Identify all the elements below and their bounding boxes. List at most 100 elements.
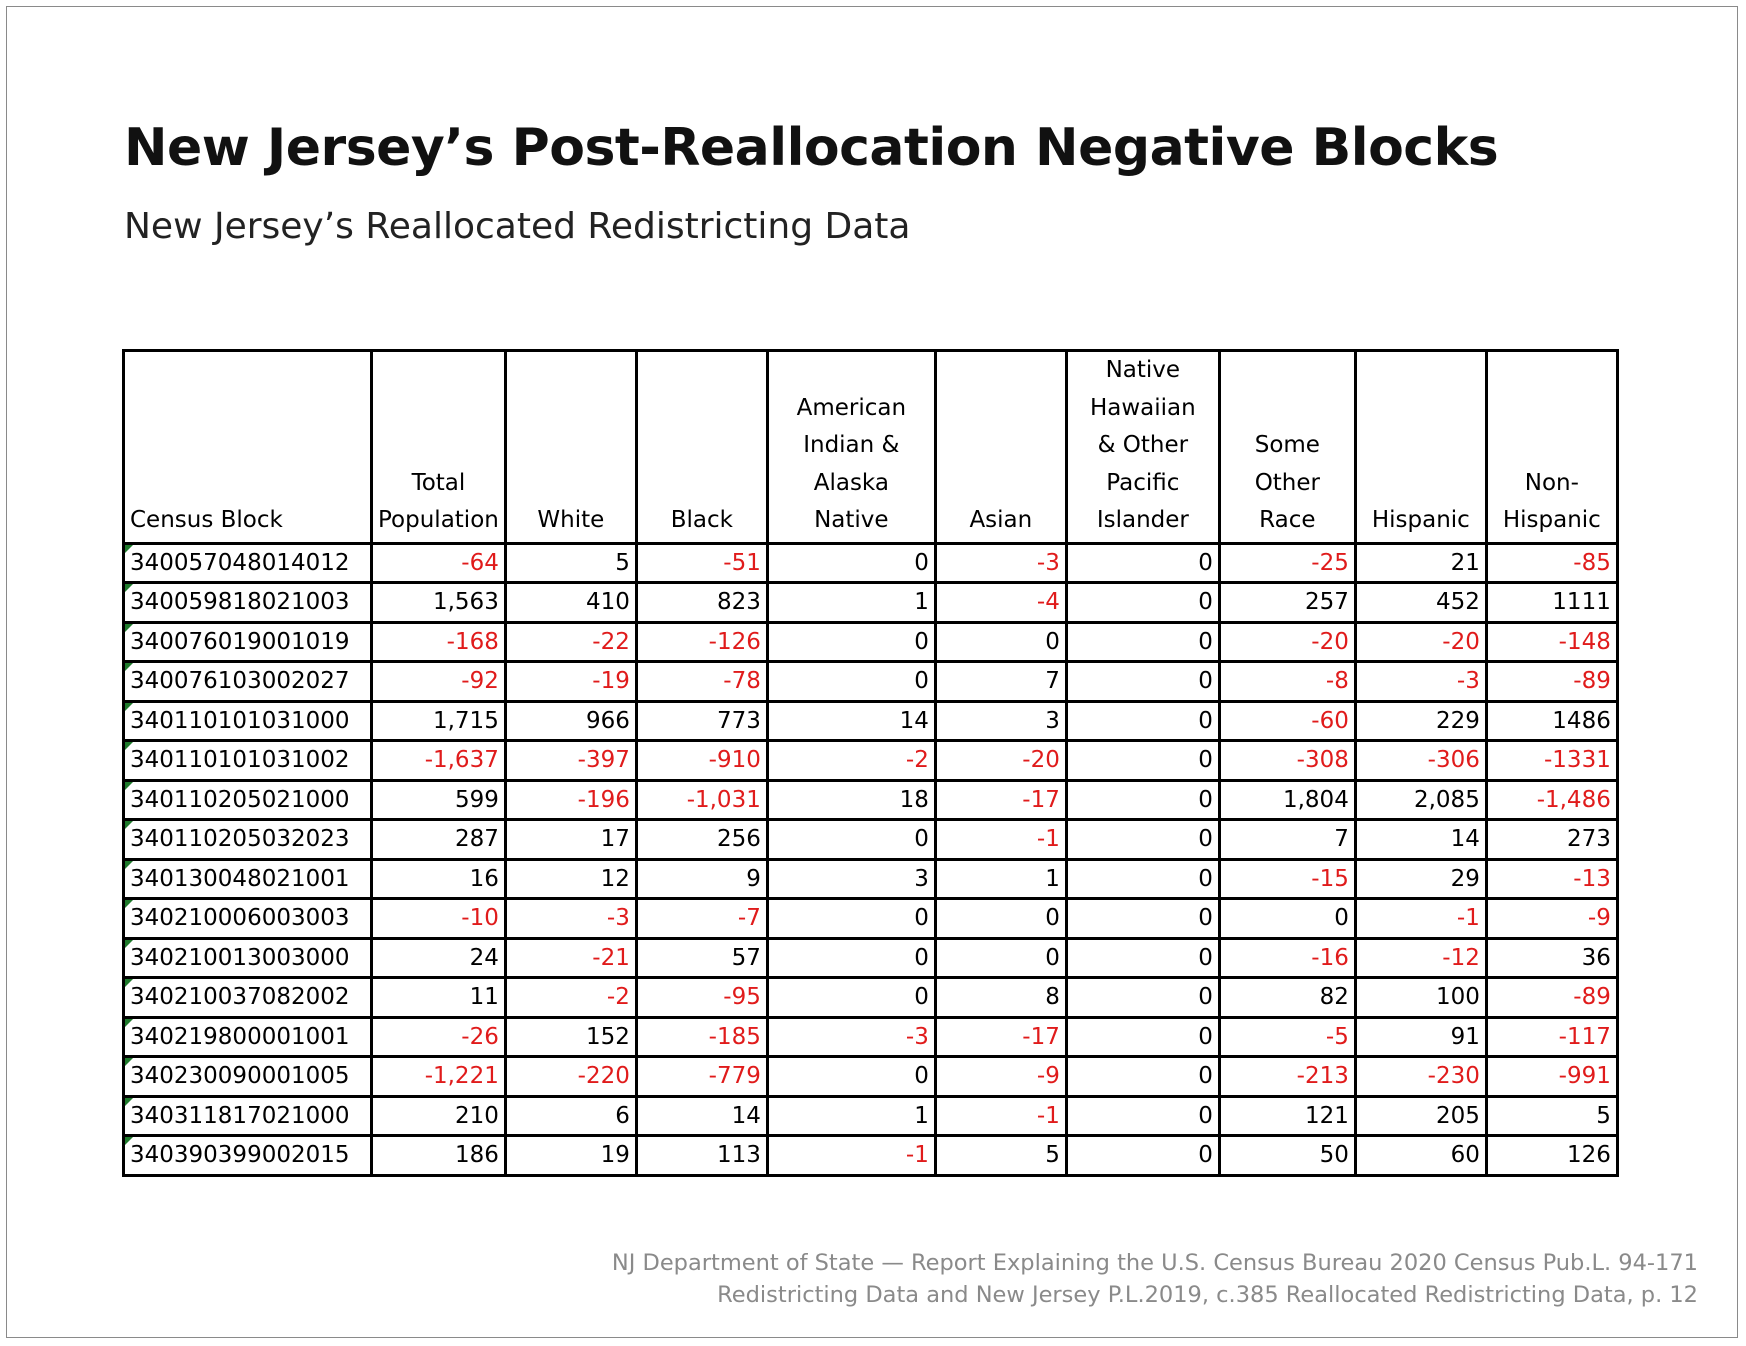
page-title: New Jersey’s Post-Reallocation Negative … xyxy=(124,118,1499,178)
column-header-line: Some xyxy=(1254,432,1320,458)
value-cell-total-population: 1,563 xyxy=(370,581,507,624)
column-header-census-block: Census Block xyxy=(122,349,373,545)
value-cell-hispanic: -12 xyxy=(1353,936,1488,979)
census-block-id-cell: 340311817021000 xyxy=(122,1094,373,1137)
value-cell-black: -78 xyxy=(634,660,769,703)
value-cell-hispanic: 60 xyxy=(1353,1134,1488,1177)
column-header-line: Race xyxy=(1259,507,1316,533)
value-cell-native-hawaiian-pacific-islander: 0 xyxy=(1064,818,1221,861)
value-cell-hispanic: 100 xyxy=(1353,976,1488,1019)
census-block-id-cell: 340210037082002 xyxy=(122,976,373,1019)
value-cell-total-population: 16 xyxy=(370,857,507,900)
table-row: 340057048014012 -64 5 -51 0 -3 0 -25 21 -85 xyxy=(122,541,1619,584)
value-cell-non-hispanic: -89 xyxy=(1484,660,1619,703)
value-cell-native-hawaiian-pacific-islander: 0 xyxy=(1064,976,1221,1019)
table-row: 340230090001005 -1,221 -220 -779 0 -9 0 -213 -23… xyxy=(122,1055,1619,1098)
table-body: 340057048014012 -64 5 -51 0 -3 0 -25 21 -85 340059… xyxy=(122,541,1619,1177)
value-cell-black: 14 xyxy=(634,1094,769,1137)
value-cell-hispanic: 452 xyxy=(1353,581,1488,624)
column-header-line: & Other xyxy=(1097,432,1189,458)
column-header-line: Pacific xyxy=(1106,469,1180,496)
value-cell-total-population: -26 xyxy=(370,1015,507,1058)
value-cell-hispanic: 229 xyxy=(1353,699,1488,742)
value-cell-american-indian-alaska-native: 0 xyxy=(765,660,937,703)
value-cell-total-population: -10 xyxy=(370,897,507,940)
value-cell-non-hispanic: -89 xyxy=(1484,976,1619,1019)
value-cell-hispanic: -1 xyxy=(1353,897,1488,940)
column-header-line: Native xyxy=(1105,357,1181,383)
value-cell-asian: 3 xyxy=(933,699,1068,742)
value-cell-some-other-race: -213 xyxy=(1217,1055,1357,1098)
value-cell-some-other-race: 257 xyxy=(1217,581,1357,624)
table-row: 340076103002027 -92 -19 -78 0 7 0 -8 -3 -89 xyxy=(122,660,1619,703)
value-cell-asian: -20 xyxy=(933,739,1068,782)
value-cell-some-other-race: -25 xyxy=(1217,541,1357,584)
census-block-id-cell: 340110101031000 xyxy=(122,699,373,742)
value-cell-total-population: 287 xyxy=(370,818,507,861)
table-row: 340130048021001 16 12 9 3 1 0 -15 29 -13 xyxy=(122,857,1619,900)
value-cell-american-indian-alaska-native: 0 xyxy=(765,976,937,1019)
value-cell-white: 152 xyxy=(503,1015,638,1058)
page-subtitle: New Jersey’s Reallocated Redistricting D… xyxy=(124,206,911,247)
value-cell-non-hispanic: 1111 xyxy=(1484,581,1619,624)
census-block-id-cell: 340076103002027 xyxy=(122,660,373,703)
value-cell-some-other-race: 1,804 xyxy=(1217,778,1357,821)
value-cell-some-other-race: -5 xyxy=(1217,1015,1357,1058)
value-cell-white: 966 xyxy=(503,699,638,742)
value-cell-non-hispanic: -13 xyxy=(1484,857,1619,900)
value-cell-non-hispanic: -85 xyxy=(1484,541,1619,584)
value-cell-non-hispanic: 1486 xyxy=(1484,699,1619,742)
census-block-id-cell: 340110205032023 xyxy=(122,818,373,861)
value-cell-white: 6 xyxy=(503,1094,638,1137)
column-header-native-hawaiian-pacific-islander: Native Hawaiian & Other Pacific Islander xyxy=(1064,349,1221,545)
value-cell-black: 256 xyxy=(634,818,769,861)
column-header-line: White xyxy=(537,507,605,533)
value-cell-total-population: 599 xyxy=(370,778,507,821)
value-cell-native-hawaiian-pacific-islander: 0 xyxy=(1064,1055,1221,1098)
value-cell-american-indian-alaska-native: -3 xyxy=(765,1015,937,1058)
column-header-line: Alaska xyxy=(813,469,889,496)
value-cell-american-indian-alaska-native: 1 xyxy=(765,1094,937,1137)
value-cell-native-hawaiian-pacific-islander: 0 xyxy=(1064,660,1221,703)
value-cell-hispanic: 29 xyxy=(1353,857,1488,900)
column-header-line: Hawaiian xyxy=(1089,394,1196,421)
value-cell-native-hawaiian-pacific-islander: 0 xyxy=(1064,541,1221,584)
value-cell-hispanic: 21 xyxy=(1353,541,1488,584)
value-cell-non-hispanic: -117 xyxy=(1484,1015,1619,1058)
value-cell-white: -220 xyxy=(503,1055,638,1098)
value-cell-non-hispanic: -1,486 xyxy=(1484,778,1619,821)
value-cell-black: -95 xyxy=(634,976,769,1019)
value-cell-american-indian-alaska-native: 0 xyxy=(765,936,937,979)
value-cell-asian: -17 xyxy=(933,1015,1068,1058)
value-cell-hispanic: -3 xyxy=(1353,660,1488,703)
value-cell-some-other-race: 82 xyxy=(1217,976,1357,1019)
column-header-white: White xyxy=(503,349,638,545)
value-cell-asian: -4 xyxy=(933,581,1068,624)
source-citation-line-2: Redistricting Data and New Jersey P.L.20… xyxy=(717,1282,1698,1308)
table-row: 340076019001019 -168 -22 -126 0 0 0 -20 -20 -148 xyxy=(122,620,1619,663)
value-cell-native-hawaiian-pacific-islander: 0 xyxy=(1064,699,1221,742)
census-block-id-cell: 340110205021000 xyxy=(122,778,373,821)
source-citation-line-1: NJ Department of State — Report Explaini… xyxy=(611,1250,1698,1276)
value-cell-asian: -1 xyxy=(933,1094,1068,1137)
value-cell-total-population: 186 xyxy=(370,1134,507,1177)
value-cell-hispanic: -306 xyxy=(1353,739,1488,782)
value-cell-native-hawaiian-pacific-islander: 0 xyxy=(1064,897,1221,940)
value-cell-non-hispanic: -991 xyxy=(1484,1055,1619,1098)
value-cell-non-hispanic: -148 xyxy=(1484,620,1619,663)
value-cell-some-other-race: -15 xyxy=(1217,857,1357,900)
column-header-asian: Asian xyxy=(933,349,1068,545)
column-header-total-population: Total Population xyxy=(370,349,507,545)
census-block-id-cell: 340076019001019 xyxy=(122,620,373,663)
column-header-line: Population xyxy=(378,507,499,533)
table-row: 340210006003003 -10 -3 -7 0 0 0 0 -1 -9 xyxy=(122,897,1619,940)
value-cell-black: -1,031 xyxy=(634,778,769,821)
column-header-line: Total xyxy=(411,469,466,496)
value-cell-asian: -9 xyxy=(933,1055,1068,1098)
value-cell-non-hispanic: -9 xyxy=(1484,897,1619,940)
value-cell-total-population: -1,221 xyxy=(370,1055,507,1098)
value-cell-total-population: 24 xyxy=(370,936,507,979)
value-cell-hispanic: -230 xyxy=(1353,1055,1488,1098)
value-cell-non-hispanic: 36 xyxy=(1484,936,1619,979)
column-header-line: Indian & xyxy=(803,432,900,458)
